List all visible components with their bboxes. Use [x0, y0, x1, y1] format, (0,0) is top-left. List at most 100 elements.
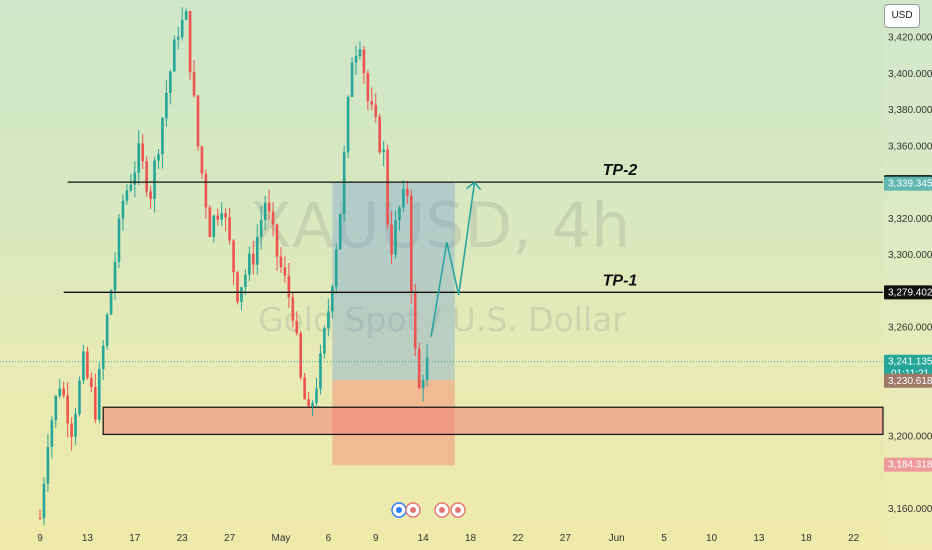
candle-body — [62, 388, 65, 396]
candle-body — [109, 290, 113, 315]
x-tick-label: 18 — [465, 533, 477, 544]
x-tick-label: 14 — [418, 533, 430, 544]
x-tick-label: Jun — [609, 533, 625, 544]
watermark-symbol: XAUUSD, 4h — [250, 189, 631, 262]
candle-body — [342, 152, 346, 214]
candle-body — [323, 328, 326, 354]
candle-body — [398, 207, 401, 221]
x-tick-label: 17 — [129, 533, 141, 544]
candle-body — [46, 446, 50, 484]
candle-body — [248, 253, 251, 275]
candle-body — [220, 213, 223, 220]
candle-body — [184, 10, 188, 20]
candle-body — [334, 249, 338, 287]
candle-body — [358, 49, 362, 57]
candle-body — [319, 353, 322, 389]
candle-body — [216, 215, 220, 220]
candle-body — [86, 351, 89, 378]
candle-body — [129, 184, 133, 191]
y-tick-label: 3,320.000 — [888, 214, 932, 225]
profit-zone[interactable] — [332, 182, 455, 381]
level-label-tp-2: TP-2 — [603, 162, 638, 179]
axis-price-label-0-bg — [884, 176, 932, 191]
candle-body — [279, 256, 283, 268]
candle-body — [410, 195, 413, 292]
candle-body — [82, 351, 85, 381]
candle-body — [252, 253, 255, 265]
x-tick-label: 6 — [326, 533, 332, 544]
candle-body — [66, 395, 69, 424]
x-tick-label: 5 — [661, 533, 667, 544]
candle-body — [354, 56, 358, 63]
axis-label-tp-1: 3,279.402 — [888, 287, 932, 298]
x-tick-label: 10 — [706, 533, 718, 544]
economic-event-icon-dot — [439, 507, 445, 513]
axis-price-label-2-bg — [884, 373, 932, 388]
candle-body — [283, 267, 287, 276]
axis-label-tp-1-bg — [884, 285, 932, 300]
candle-body — [346, 96, 350, 153]
projection-path[interactable] — [430, 182, 476, 337]
axis-price-label-3-bg — [884, 457, 932, 472]
support-zone[interactable] — [102, 406, 884, 436]
candle-body — [74, 413, 77, 437]
x-tick-label: 13 — [82, 533, 94, 544]
candle-body — [228, 217, 231, 241]
candle-body — [117, 218, 121, 262]
candle-body — [303, 377, 306, 400]
candle-body — [188, 10, 192, 73]
candle-body — [413, 291, 417, 349]
candle-body — [366, 73, 370, 102]
candle-body — [173, 39, 176, 72]
candle-body — [50, 420, 54, 447]
candle-body — [70, 423, 73, 437]
y-tick-label: 3,300.000 — [888, 250, 932, 261]
candle-body — [267, 202, 271, 212]
candle-body — [149, 191, 152, 199]
y-tick-label: 3,400.000 — [888, 69, 932, 80]
candle-body — [145, 161, 148, 192]
candle-body — [169, 71, 172, 93]
x-tick-label: 27 — [224, 533, 236, 544]
candle-body — [121, 200, 125, 219]
candle-body — [244, 274, 247, 288]
candle-body — [240, 287, 243, 302]
candle-body — [417, 348, 421, 389]
candle-body — [196, 95, 200, 147]
candle-body — [311, 402, 314, 407]
candle-body — [299, 333, 302, 378]
candle-body — [133, 172, 137, 185]
candle-body — [94, 387, 97, 420]
axis-price-label-0: 3,339.345 — [888, 179, 932, 190]
candle-body — [378, 116, 381, 153]
candle-body — [271, 211, 275, 225]
candle-body — [425, 357, 429, 381]
candle-body — [192, 72, 196, 96]
candle-body — [137, 143, 141, 173]
x-tick-label: 22 — [512, 533, 524, 544]
candle-body — [113, 261, 117, 291]
economic-event-icon-dot — [396, 507, 402, 513]
axis-price-label-3: 3,184.318 — [888, 460, 932, 471]
currency-selector[interactable]: USD — [884, 4, 920, 28]
candle-body — [390, 224, 393, 255]
candle-body — [165, 92, 168, 119]
y-tick-label: 3,360.000 — [888, 141, 932, 152]
candle-body — [90, 377, 93, 388]
candle-body — [331, 286, 334, 312]
candle-body — [406, 188, 409, 196]
candle-body — [263, 202, 267, 220]
y-tick-label: 3,160.000 — [888, 504, 932, 515]
candle-body — [78, 380, 81, 414]
level-label-tp-1: TP-1 — [603, 272, 638, 289]
x-tick-label: 9 — [373, 533, 379, 544]
candle-body — [204, 173, 208, 208]
candle-body — [212, 215, 216, 238]
candle-body — [141, 143, 144, 162]
candle-body — [180, 19, 184, 38]
candle-body — [200, 146, 204, 174]
economic-event-icon-dot — [455, 507, 461, 513]
candle-body — [153, 160, 156, 199]
candle-body — [259, 219, 263, 237]
